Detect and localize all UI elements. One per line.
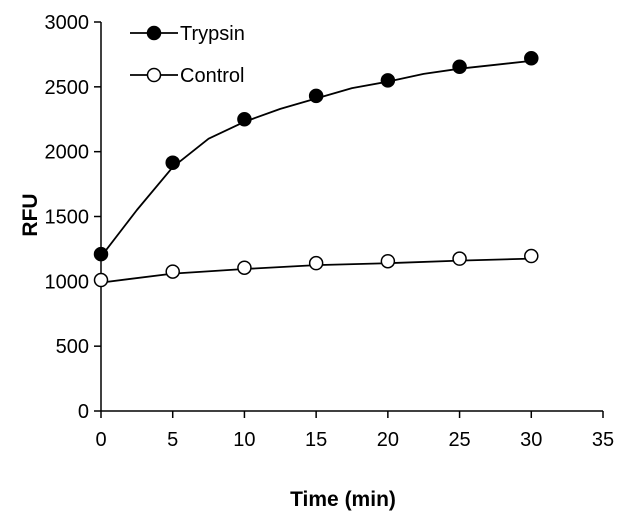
data-point-trypsin — [452, 59, 467, 74]
data-point-trypsin — [308, 88, 324, 104]
series-control — [93, 248, 539, 288]
data-point-trypsin — [524, 51, 539, 66]
data-point-control — [524, 248, 539, 264]
legend: Trypsin Control — [130, 23, 245, 87]
x-tick-label: 15 — [305, 429, 327, 451]
legend-label-control: Control — [180, 65, 244, 87]
data-point-trypsin — [237, 112, 252, 127]
y-tick-label: 3000 — [45, 12, 90, 34]
y-tick-label: 1000 — [45, 271, 90, 293]
legend-marker-trypsin — [146, 25, 162, 41]
legend-label-trypsin: Trypsin — [180, 23, 245, 45]
x-tick-label: 25 — [448, 429, 470, 451]
data-point-control — [93, 272, 109, 288]
y-tick-label: 2500 — [45, 77, 90, 99]
data-point-control — [308, 255, 324, 271]
series-trypsin — [93, 51, 539, 262]
legend-item-control: Control — [130, 65, 244, 87]
legend-item-trypsin: Trypsin — [130, 23, 245, 45]
data-point-control — [237, 260, 252, 275]
y-tick-label: 1500 — [45, 207, 90, 229]
x-tick-label: 0 — [95, 429, 106, 451]
x-tick-label: 20 — [377, 429, 399, 451]
data-point-control — [380, 253, 396, 269]
x-tick-label: 10 — [233, 429, 255, 451]
x-axis-title: Time (min) — [290, 488, 396, 511]
y-tick-label: 0 — [78, 401, 89, 423]
y-tick-label: 500 — [56, 336, 89, 358]
x-tick-label: 5 — [167, 429, 178, 451]
y-tick-label: 2000 — [45, 142, 90, 164]
data-point-trypsin — [380, 73, 396, 88]
x-tick-label: 35 — [592, 429, 614, 451]
data-point-trypsin — [165, 155, 180, 170]
legend-marker-control — [146, 67, 162, 83]
axes: 0 500 1000 1500 2000 2500 3000 0 5 10 15 20 25 30 35 — [45, 12, 615, 451]
data-point-control — [165, 264, 180, 279]
data-point-control — [452, 251, 467, 266]
data-point-trypsin — [93, 246, 109, 262]
series-layer — [93, 51, 539, 288]
x-tick-label: 30 — [520, 429, 542, 451]
y-axis-title: RFU — [19, 193, 42, 236]
